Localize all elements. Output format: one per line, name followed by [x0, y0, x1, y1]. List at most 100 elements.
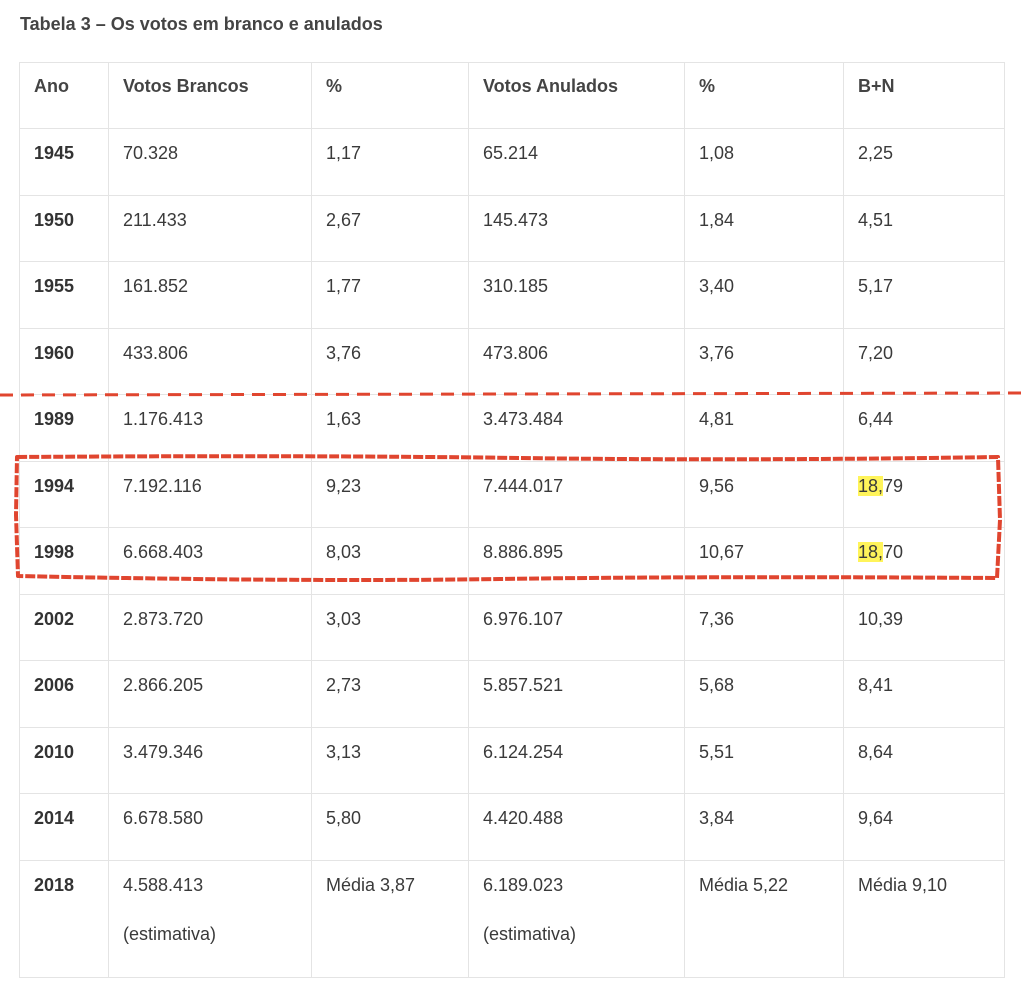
cell-pct-anulados: 5,68: [684, 660, 844, 728]
cell-b-n: 18,70: [843, 527, 1005, 595]
cell-votos-anulados: 65.214: [468, 128, 685, 196]
cell-value: 6.189.023: [483, 874, 564, 895]
cell-pct-brancos: 1,17: [311, 128, 469, 196]
cell-votos-brancos: 6.678.580: [108, 793, 312, 861]
cell-votos-brancos: 2.866.205: [108, 660, 312, 728]
table-row: 1955 161.852 1,77 310.185 3,40 5,17: [19, 261, 1005, 329]
table-caption: Tabela 3 – Os votos em branco e anulados: [20, 14, 383, 34]
cell-ano: 2018: [19, 859, 109, 978]
cell-votos-anulados: 3.473.484: [468, 394, 685, 462]
cell-votos-anulados: 145.473: [468, 194, 685, 262]
cell-pct-anulados: 1,84: [684, 194, 844, 262]
cell-pct-anulados: Média 5,22: [684, 859, 844, 978]
cell-votos-anulados: 8.886.895: [468, 527, 685, 595]
cell-b-n-rest: 79: [883, 475, 904, 496]
column-header-pct-anulados: %: [684, 62, 844, 129]
cell-pct-brancos: 2,73: [311, 660, 469, 728]
cell-votos-brancos: 211.433: [108, 194, 312, 262]
cell-votos-anulados: 7.444.017: [468, 460, 685, 528]
table-row: 2002 2.873.720 3,03 6.976.107 7,36 10,39: [19, 593, 1005, 661]
cell-b-n: Média 9,10: [843, 859, 1005, 978]
column-header-ano: Ano: [19, 62, 109, 129]
cell-ano: 1950: [19, 194, 109, 262]
cell-votos-anulados: 4.420.488: [468, 793, 685, 861]
column-header-votos-brancos: Votos Brancos: [108, 62, 312, 129]
cell-pct-brancos: 3,03: [311, 593, 469, 661]
highlighted-text: 18,: [858, 475, 884, 496]
table-row: 2018 4.588.413 (estimativa) Média 3,87 6.…: [19, 859, 1005, 978]
table-row: 1945 70.328 1,17 65.214 1,08 2,25: [19, 128, 1005, 196]
cell-b-n: 8,41: [843, 660, 1005, 728]
cell-votos-anulados: 310.185: [468, 261, 685, 329]
cell-pct-anulados: 5,51: [684, 726, 844, 794]
cell-ano: 2014: [19, 793, 109, 861]
cell-votos-anulados: 5.857.521: [468, 660, 685, 728]
cell-votos-brancos: 7.192.116: [108, 460, 312, 528]
cell-pct-brancos: 3,13: [311, 726, 469, 794]
table-row: 2006 2.866.205 2,73 5.857.521 5,68 8,41: [19, 660, 1005, 728]
cell-b-n-rest: 70: [883, 542, 904, 562]
cell-ano: 1989: [19, 394, 109, 462]
cell-ano: 2010: [19, 726, 109, 794]
cell-votos-brancos: 1.176.413: [108, 394, 312, 462]
cell-pct-anulados: 3,84: [684, 793, 844, 861]
table-row: 1950 211.433 2,67 145.473 1,84 4,51: [19, 194, 1005, 262]
cell-votos-brancos: 70.328: [108, 128, 312, 196]
cell-pct-brancos: 9,23: [311, 460, 469, 528]
cell-votos-brancos: 4.588.413 (estimativa): [108, 859, 312, 978]
table-row-highlighted: 1998 6.668.403 8,03 8.886.895 10,67 18,7…: [19, 527, 1005, 595]
cell-value: 4.588.413: [123, 874, 204, 895]
estimate-note: (estimativa): [123, 923, 217, 944]
highlighted-text: 18,: [858, 542, 884, 562]
cell-pct-anulados: 4,81: [684, 394, 844, 462]
table-row: 2014 6.678.580 5,80 4.420.488 3,84 9,64: [19, 793, 1005, 861]
votes-table: Ano Votos Brancos % Votos Anulados % B+N…: [19, 62, 1005, 978]
cell-b-n: 2,25: [843, 128, 1005, 196]
cell-b-n: 9,64: [843, 793, 1005, 861]
table-header-row: Ano Votos Brancos % Votos Anulados % B+N: [19, 62, 1005, 129]
table-row-highlighted: 1994 7.192.116 9,23 7.444.017 9,56 18,79: [19, 460, 1005, 528]
cell-pct-anulados: 3,40: [684, 261, 844, 329]
cell-votos-anulados: 6.189.023 (estimativa): [468, 859, 685, 978]
cell-b-n: 6,44: [843, 394, 1005, 462]
cell-pct-brancos: 8,03: [311, 527, 469, 595]
cell-ano: 2006: [19, 660, 109, 728]
column-header-votos-anulados: Votos Anulados: [468, 62, 685, 129]
cell-pct-anulados: 9,56: [684, 460, 844, 528]
cell-pct-anulados: 1,08: [684, 128, 844, 196]
cell-ano: 1960: [19, 327, 109, 395]
cell-ano: 1955: [19, 261, 109, 329]
cell-b-n: 5,17: [843, 261, 1005, 329]
cell-pct-anulados: 7,36: [684, 593, 844, 661]
cell-votos-brancos: 6.668.403: [108, 527, 312, 595]
cell-pct-brancos: 1,77: [311, 261, 469, 329]
cell-pct-brancos: 5,80: [311, 793, 469, 861]
cell-ano: 1998: [19, 527, 109, 595]
cell-pct-anulados: 3,76: [684, 327, 844, 395]
cell-votos-anulados: 6.124.254: [468, 726, 685, 794]
cell-b-n: 4,51: [843, 194, 1005, 262]
column-header-b-n: B+N: [843, 62, 1005, 129]
cell-ano: 1994: [19, 460, 109, 528]
cell-votos-brancos: 3.479.346: [108, 726, 312, 794]
cell-votos-brancos: 2.873.720: [108, 593, 312, 661]
cell-ano: 2002: [19, 593, 109, 661]
estimate-note: (estimativa): [483, 923, 577, 944]
cell-b-n: 10,39: [843, 593, 1005, 661]
cell-votos-brancos: 161.852: [108, 261, 312, 329]
cell-pct-brancos: 2,67: [311, 194, 469, 262]
cell-b-n: 8,64: [843, 726, 1005, 794]
column-header-pct-brancos: %: [311, 62, 469, 129]
cell-votos-anulados: 473.806: [468, 327, 685, 395]
cell-votos-brancos: 433.806: [108, 327, 312, 395]
cell-b-n: 18,79: [843, 460, 1005, 528]
cell-votos-anulados: 6.976.107: [468, 593, 685, 661]
cell-pct-brancos: Média 3,87: [311, 859, 469, 978]
cell-pct-brancos: 3,76: [311, 327, 469, 395]
cell-b-n: 7,20: [843, 327, 1005, 395]
table-row: 1989 1.176.413 1,63 3.473.484 4,81 6,44: [19, 394, 1005, 462]
table-row: 2010 3.479.346 3,13 6.124.254 5,51 8,64: [19, 726, 1005, 794]
cell-pct-anulados: 10,67: [684, 527, 844, 595]
cell-pct-brancos: 1,63: [311, 394, 469, 462]
cell-ano: 1945: [19, 128, 109, 196]
